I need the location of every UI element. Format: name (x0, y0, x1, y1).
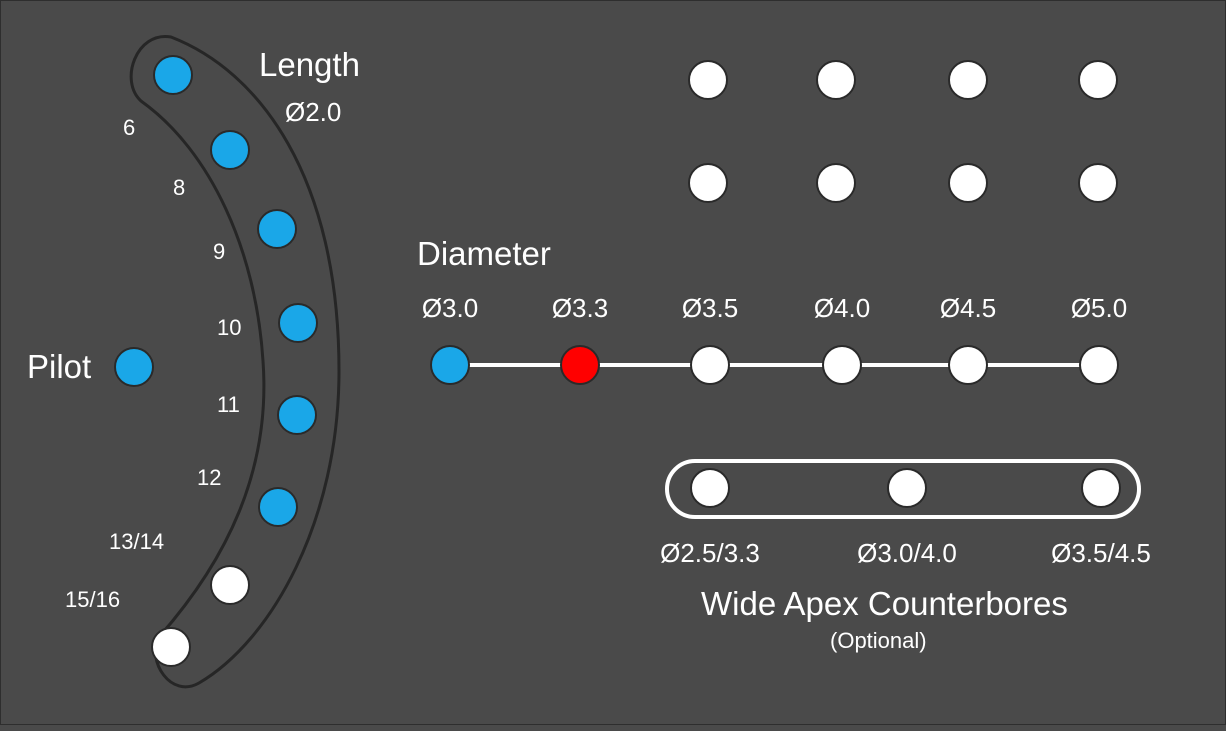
spare-slot-r2-c2 (816, 163, 856, 203)
diameter-slot-label-6: Ø5.0 (1071, 293, 1127, 323)
counterbores-subtitle: (Optional) (830, 628, 927, 653)
pilot-hole (114, 347, 154, 387)
counterbore-slots: Ø2.5/3.3 Ø3.0/4.0 Ø3.5/4.5 (660, 468, 1151, 568)
counterbore-slot-2 (887, 468, 927, 508)
length-slot-6 (258, 487, 298, 527)
length-slot-label-6: 12 (197, 465, 221, 490)
length-slot-label-4: 10 (217, 315, 241, 340)
diameter-slot-label-3: Ø3.5 (682, 293, 738, 323)
counterbore-slot-3 (1081, 468, 1121, 508)
counterbore-capsule (665, 459, 1141, 519)
length-diameter-label: Ø2.0 (285, 97, 341, 127)
diameter-slot-3 (690, 345, 730, 385)
diameter-slot-1 (430, 345, 470, 385)
length-slot-label-5: 11 (217, 392, 240, 417)
length-slot-5 (277, 395, 317, 435)
length-title: Length (259, 46, 360, 83)
length-slot-label-7: 13/14 (109, 529, 164, 554)
length-slot-label-2: 8 (173, 175, 185, 200)
diameter-title: Diameter (417, 235, 551, 272)
diameter-slots: Ø3.0 Ø3.3 Ø3.5 Ø4.0 Ø4.5 Ø5.0 (422, 293, 1127, 385)
counterbore-slot-label-2: Ø3.0/4.0 (857, 538, 957, 568)
spare-slot-r2-c4 (1078, 163, 1118, 203)
pilot-slot (114, 347, 154, 387)
spare-slot-r2-c3 (948, 163, 988, 203)
counterbore-slot-label-3: Ø3.5/4.5 (1051, 538, 1151, 568)
pilot-label: Pilot (27, 348, 91, 385)
length-slot-1 (153, 55, 193, 95)
diameter-slot-label-2: Ø3.3 (552, 293, 608, 323)
counterbores-title: Wide Apex Counterbores (701, 585, 1068, 622)
length-slot-label-3: 9 (213, 239, 225, 264)
length-slot-label-8: 15/16 (65, 587, 120, 612)
spare-slot-r1-c2 (816, 60, 856, 100)
spare-slot-r1-c1 (688, 60, 728, 100)
length-slots: 6 8 9 10 11 12 13/14 15/16 (65, 55, 318, 667)
diameter-slot-label-1: Ø3.0 (422, 293, 478, 323)
spare-slot-grid (688, 60, 1118, 203)
counterbore-slot-label-1: Ø2.5/3.3 (660, 538, 760, 568)
spare-slot-r1-c4 (1078, 60, 1118, 100)
diameter-slot-label-5: Ø4.5 (940, 293, 996, 323)
length-slot-4 (278, 303, 318, 343)
spare-slot-r2-c1 (688, 163, 728, 203)
length-slot-3 (257, 209, 297, 249)
length-slot-7 (210, 565, 250, 605)
length-slot-label-1: 6 (123, 115, 135, 140)
spare-slot-r1-c3 (948, 60, 988, 100)
length-slot-2 (210, 130, 250, 170)
diameter-slot-5 (948, 345, 988, 385)
diameter-slot-6 (1079, 345, 1119, 385)
diameter-slot-2 (560, 345, 600, 385)
counterbore-slot-1 (690, 468, 730, 508)
diameter-slot-4 (822, 345, 862, 385)
diameter-slot-label-4: Ø4.0 (814, 293, 870, 323)
length-slot-8 (151, 627, 191, 667)
